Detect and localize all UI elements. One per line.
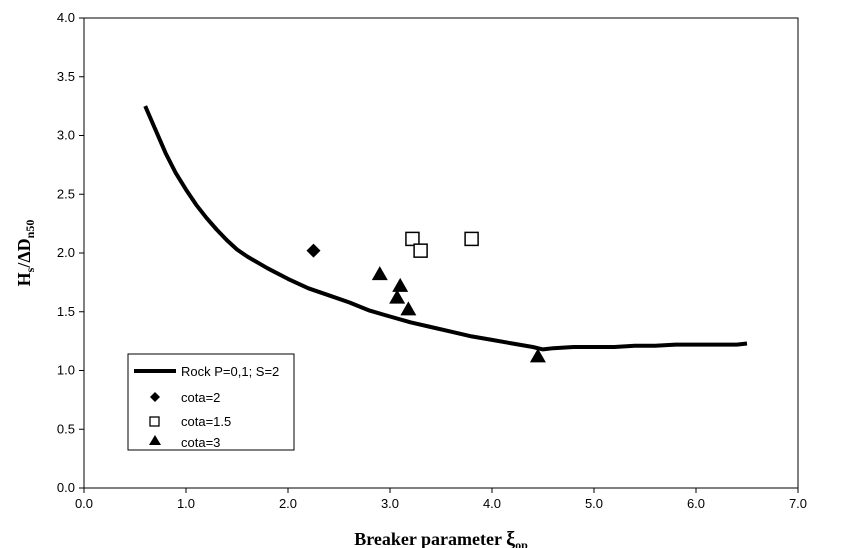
x-tick-label: 4.0 [483, 496, 501, 511]
x-axis-title-symbol: ξ [506, 528, 515, 548]
y-tick-label: 2.0 [57, 245, 75, 260]
point-triangle [371, 266, 388, 281]
legend-square-swatch [149, 416, 160, 427]
x-tick-label: 0.0 [75, 496, 93, 511]
x-tick-label: 3.0 [381, 496, 399, 511]
legend-label-cota15: cota=1.5 [181, 414, 231, 429]
y-tick-label: 1.5 [57, 304, 75, 319]
point-triangle [400, 301, 417, 316]
x-tick-label: 7.0 [789, 496, 807, 511]
y-tick-label: 0.5 [57, 421, 75, 436]
x-axis-title-main: Breaker parameter [354, 529, 506, 548]
point-open-square [464, 231, 479, 247]
point-open-square [413, 243, 428, 258]
x-tick-label: 1.0 [177, 496, 195, 511]
legend-diamond-swatch [150, 392, 160, 402]
point-triangle [529, 348, 546, 363]
x-axis-title: Breaker parameter ξop [354, 528, 528, 548]
y-axis-title: Hs/ΔDn50 [14, 220, 37, 287]
y-axis-title-main: H [14, 272, 34, 286]
x-tick-label: 2.0 [279, 496, 297, 511]
legend-label-cota3: cota=3 [181, 435, 220, 450]
y-tick-label: 0.0 [57, 480, 75, 495]
legend: Rock P=0,1; S=2 cota=2 cota=1.5 cota=3 [127, 353, 295, 451]
y-tick-label: 4.0 [57, 10, 75, 25]
point-open-square [405, 231, 420, 247]
point-diamond [306, 243, 321, 258]
axis-ticks: 0.0 1.0 2.0 3.0 4.0 5.0 6.0 7.0 0.0 0.5 1.0 1.5 2.0 2… [57, 10, 807, 511]
y-axis-title-mid: /ΔD [14, 238, 34, 268]
x-axis-title-sub: op [515, 538, 528, 548]
point-triangle [392, 277, 409, 292]
series-line-rock [143, 105, 748, 352]
y-tick-label: 2.5 [57, 186, 75, 201]
x-tick-label: 5.0 [585, 496, 603, 511]
legend-label-rock: Rock P=0,1; S=2 [181, 364, 279, 379]
point-triangle [389, 289, 406, 304]
y-tick-label: 3.5 [57, 69, 75, 84]
legend-label-cota2: cota=2 [181, 390, 220, 405]
y-tick-label: 1.0 [57, 363, 75, 378]
x-tick-label: 6.0 [687, 496, 705, 511]
y-axis-title-sub1: s [23, 267, 37, 272]
legend-triangle-swatch [149, 435, 161, 445]
y-axis-title-sub2: n50 [23, 220, 37, 239]
series-layer [143, 105, 748, 363]
y-tick-label: 3.0 [57, 128, 75, 143]
